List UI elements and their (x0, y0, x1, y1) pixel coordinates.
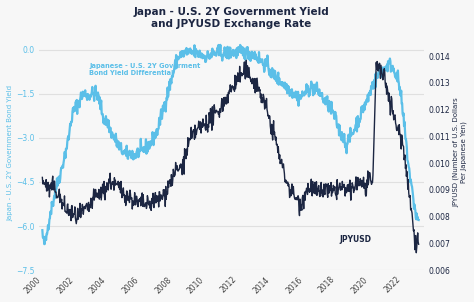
Text: Japanese - U.S. 2Y Goverment
Bond Yield Differential: Japanese - U.S. 2Y Goverment Bond Yield … (89, 63, 201, 76)
Y-axis label: Japan - U.S. 2Y Government Bond Yield: Japan - U.S. 2Y Government Bond Yield (7, 85, 13, 220)
Text: JPYUSD: JPYUSD (339, 235, 371, 244)
Title: Japan - U.S. 2Y Government Yield
and JPYUSD Exchange Rate: Japan - U.S. 2Y Government Yield and JPY… (134, 7, 329, 29)
Y-axis label: JPYUSD (Number of U.S. Dollars
Per Japanese Yen): JPYUSD (Number of U.S. Dollars Per Japan… (453, 98, 467, 207)
